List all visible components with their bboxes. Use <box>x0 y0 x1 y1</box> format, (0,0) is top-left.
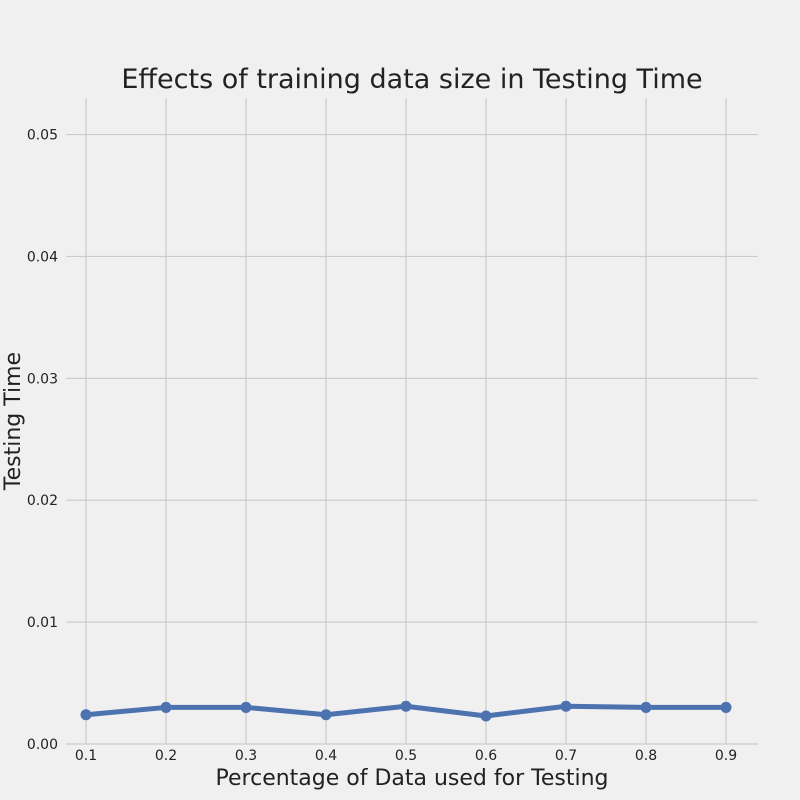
data-point-0-0 <box>80 709 92 721</box>
data-point-0-7 <box>640 701 652 713</box>
data-point-0-4 <box>400 700 412 712</box>
series-group <box>80 700 732 722</box>
data-point-0-3 <box>320 709 332 721</box>
y-tick-labels: 0.00 0.01 0.02 0.03 0.04 0.05 <box>27 128 58 753</box>
x-tick-label-6: 0.7 <box>555 748 577 764</box>
data-point-0-6 <box>560 700 572 712</box>
data-point-0-8 <box>720 701 732 713</box>
x-tick-label-8: 0.9 <box>715 748 737 764</box>
data-point-0-1 <box>160 701 172 713</box>
y-tick-label-3: 0.03 <box>27 371 58 387</box>
x-grid <box>85 98 727 744</box>
x-tick-label-3: 0.4 <box>315 748 337 764</box>
x-axis-label: Percentage of Data used for Testing <box>216 766 609 791</box>
x-tick-label-7: 0.8 <box>635 748 657 764</box>
x-tick-label-1: 0.2 <box>155 748 177 764</box>
y-axis-label: Testing Time <box>1 352 26 491</box>
y-tick-label-2: 0.02 <box>27 493 58 509</box>
y-tick-label-5: 0.05 <box>27 128 58 144</box>
y-grid <box>66 133 758 745</box>
y-tick-label-4: 0.04 <box>27 249 58 265</box>
x-tick-label-0: 0.1 <box>75 748 97 764</box>
chart-title: Effects of training data size in Testing… <box>121 64 702 95</box>
x-tick-label-4: 0.5 <box>395 748 417 764</box>
x-tick-label-5: 0.6 <box>475 748 497 764</box>
x-tick-labels: 0.1 0.2 0.3 0.4 0.5 0.6 0.7 0.8 0.9 <box>75 748 737 764</box>
y-tick-label-1: 0.01 <box>27 615 58 631</box>
data-point-0-2 <box>240 701 252 713</box>
y-tick-label-0: 0.00 <box>27 737 58 753</box>
x-tick-label-2: 0.3 <box>235 748 257 764</box>
data-point-0-5 <box>480 710 492 722</box>
